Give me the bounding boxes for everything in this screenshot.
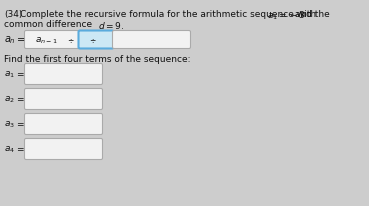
Text: =: = — [16, 95, 24, 104]
FancyBboxPatch shape — [24, 64, 103, 85]
Text: =: = — [16, 70, 24, 79]
Text: =: = — [17, 35, 25, 45]
Text: ÷: ÷ — [89, 36, 95, 45]
Text: $a_4$: $a_4$ — [4, 144, 15, 154]
Text: $d = 9.$: $d = 9.$ — [98, 20, 124, 31]
Text: $a_1 = -3$: $a_1 = -3$ — [267, 10, 306, 22]
Text: Complete the recursive formula for the arithmetic sequence with: Complete the recursive formula for the a… — [20, 10, 316, 19]
FancyBboxPatch shape — [24, 89, 103, 110]
Text: Find the first four terms of the sequence:: Find the first four terms of the sequenc… — [4, 55, 190, 64]
FancyBboxPatch shape — [24, 114, 103, 135]
FancyBboxPatch shape — [24, 31, 79, 49]
Text: (34): (34) — [4, 10, 23, 19]
Text: $a_1$: $a_1$ — [4, 69, 15, 80]
FancyBboxPatch shape — [24, 139, 103, 160]
Text: $a_{n-1}$: $a_{n-1}$ — [35, 35, 57, 46]
Text: =: = — [16, 145, 24, 154]
FancyBboxPatch shape — [79, 31, 114, 49]
Text: $a_n$: $a_n$ — [4, 34, 16, 46]
Text: $a_3$: $a_3$ — [4, 119, 15, 130]
Text: ÷: ÷ — [67, 36, 73, 45]
Text: $a_2$: $a_2$ — [4, 94, 15, 105]
Text: common difference: common difference — [4, 20, 92, 29]
FancyBboxPatch shape — [113, 31, 190, 49]
Text: and the: and the — [292, 10, 330, 19]
Text: =: = — [16, 120, 24, 129]
